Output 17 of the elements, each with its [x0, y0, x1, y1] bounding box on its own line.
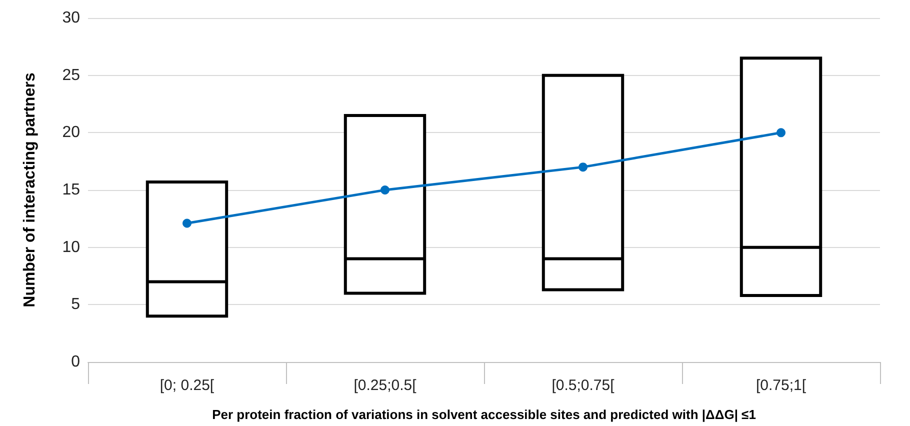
- x-axis-title: Per protein fraction of variations in solvent accessible sites and predicted with |ΔΔG| ≤1: [212, 407, 756, 422]
- y-tick-label: 15: [62, 182, 80, 198]
- point: [182, 218, 192, 228]
- x-tick-label: [0.75;1[: [756, 377, 807, 394]
- y-axis-title: Number of interacting partners: [22, 72, 38, 308]
- point: [380, 186, 390, 194]
- x-tick-label: [0.25;0.5[: [354, 377, 418, 394]
- x-tick-label: [0.5;0.75[: [552, 377, 616, 394]
- y-tick-label: 30: [62, 10, 80, 26]
- y-tick-label: 0: [71, 354, 80, 370]
- y-tick-label: 20: [62, 124, 80, 142]
- y-tick-label: 25: [62, 66, 80, 84]
- x-tick-label: [0; 0.25[: [160, 377, 215, 394]
- y-tick-label: 10: [62, 238, 80, 256]
- point: [776, 128, 786, 138]
- point: [578, 162, 588, 172]
- y-tick-label: 5: [71, 296, 80, 314]
